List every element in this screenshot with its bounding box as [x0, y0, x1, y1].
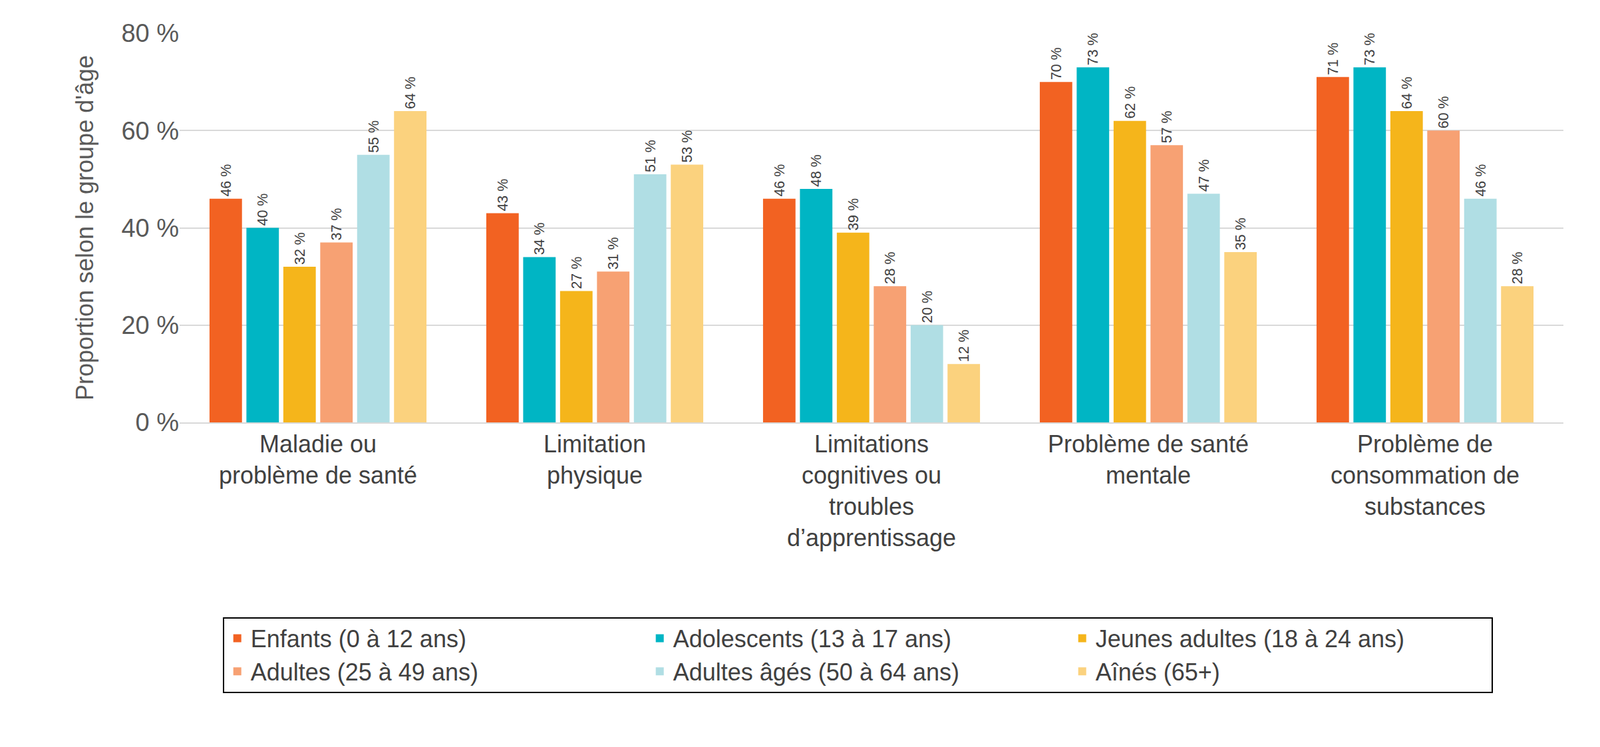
svg-text:62 %: 62 % [1122, 86, 1139, 120]
svg-text:Enfants (0 à 12 ans): Enfants (0 à 12 ans) [250, 625, 467, 653]
svg-text:32 %: 32 % [292, 232, 309, 265]
svg-text:71 %: 71 % [1325, 42, 1342, 76]
svg-text:37 %: 37 % [328, 208, 345, 241]
svg-text:40 %: 40 % [254, 193, 271, 227]
svg-text:39 %: 39 % [845, 198, 862, 231]
svg-text:43 %: 43 % [494, 178, 511, 212]
svg-text:20 %: 20 % [919, 290, 936, 324]
svg-text:Maladie ouproblème de santé: Maladie ouproblème de santé [218, 430, 418, 489]
svg-text:Adultes (25 à 49 ans): Adultes (25 à 49 ans) [250, 658, 479, 686]
svg-text:Aînés (65+): Aînés (65+) [1095, 658, 1221, 686]
svg-text:51 %: 51 % [642, 139, 659, 173]
svg-text:48 %: 48 % [808, 154, 825, 187]
svg-text:40 %: 40 % [121, 214, 179, 243]
svg-text:27 %: 27 % [568, 256, 585, 290]
svg-text:Adolescents (13 à 17 ans): Adolescents (13 à 17 ans) [673, 625, 952, 653]
svg-text:34 %: 34 % [531, 222, 548, 256]
svg-text:31 %: 31 % [605, 237, 622, 271]
svg-text:46 %: 46 % [218, 164, 235, 197]
svg-text:Jeunes adultes (18 à 24 ans): Jeunes adultes (18 à 24 ans) [1095, 625, 1405, 653]
svg-text:47 %: 47 % [1196, 159, 1213, 193]
svg-text:Problème deconsommation desubs: Problème deconsommation desubstances [1330, 430, 1520, 521]
svg-text:80 %: 80 % [121, 19, 179, 48]
svg-text:64 %: 64 % [402, 76, 419, 110]
svg-text:73 %: 73 % [1361, 32, 1378, 66]
svg-text:46 %: 46 % [1472, 164, 1489, 197]
svg-text:60 %: 60 % [121, 117, 179, 146]
svg-text:Adultes âgés (50 à 64 ans): Adultes âgés (50 à 64 ans) [673, 658, 960, 686]
svg-text:35 %: 35 % [1232, 217, 1249, 251]
svg-text:20 %: 20 % [121, 311, 179, 340]
svg-text:Limitationphysique: Limitationphysique [543, 430, 646, 489]
svg-text:64 %: 64 % [1399, 76, 1416, 110]
svg-text:0 %: 0 % [135, 408, 179, 437]
svg-text:Proportion selon le groupe d'â: Proportion selon le groupe d'âge [71, 55, 99, 401]
svg-text:60 %: 60 % [1435, 95, 1452, 129]
svg-text:70 %: 70 % [1048, 47, 1065, 80]
svg-text:46 %: 46 % [771, 164, 788, 197]
svg-text:73 %: 73 % [1085, 32, 1102, 66]
svg-text:28 %: 28 % [882, 251, 899, 285]
svg-text:28 %: 28 % [1509, 251, 1526, 285]
svg-text:55 %: 55 % [365, 120, 382, 154]
svg-text:53 %: 53 % [679, 130, 696, 163]
svg-text:57 %: 57 % [1158, 110, 1175, 144]
svg-text:Problème de santémentale: Problème de santémentale [1047, 430, 1249, 489]
svg-text:12 %: 12 % [956, 329, 972, 362]
svg-text:Limitationscognitives outroubl: Limitationscognitives outroublesd’appren… [787, 430, 957, 551]
